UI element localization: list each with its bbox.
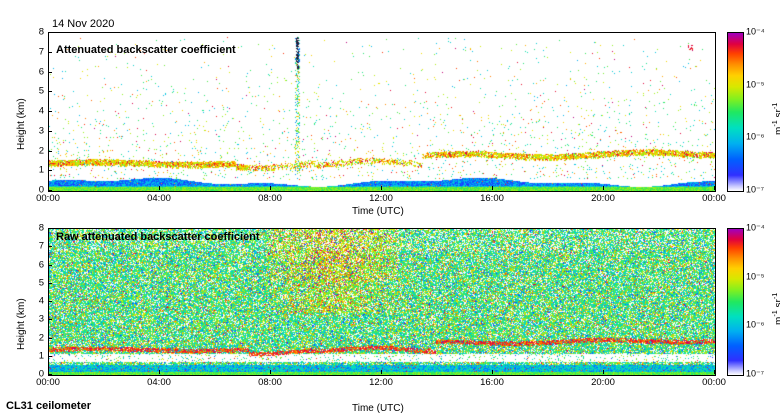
top-x-ticklabel: 00:00 bbox=[702, 193, 726, 204]
bottom-x-tickmark bbox=[603, 370, 604, 374]
top-x-ticklabel: 16:00 bbox=[480, 193, 504, 204]
bottom-y-ticklabel: 7 bbox=[38, 240, 44, 252]
bottom-x-ticklabel: 20:00 bbox=[591, 377, 615, 388]
bottom-colorbar-ticklabel: 10⁻⁴ bbox=[746, 222, 765, 233]
bottom-colorbar-ticklabel: 10⁻⁶ bbox=[746, 319, 765, 330]
bottom-x-ticklabel: 04:00 bbox=[147, 377, 171, 388]
bottom-y-ticklabel: 8 bbox=[38, 222, 44, 234]
top-x-tickmark bbox=[603, 186, 604, 190]
top-y-tickmark bbox=[48, 190, 52, 191]
top-y-axis-label: Height (km) bbox=[16, 98, 27, 150]
top-y-ticklabel: 5 bbox=[38, 85, 44, 97]
top-y-ticklabel: 4 bbox=[38, 105, 44, 117]
top-y-ticklabel: 1 bbox=[38, 164, 44, 176]
top-x-ticklabel: 00:00 bbox=[36, 193, 60, 204]
bottom-y-ticklabel: 3 bbox=[38, 313, 44, 325]
top-heatmap bbox=[49, 33, 715, 191]
top-y-tickmark bbox=[48, 111, 52, 112]
bottom-panel-title: Raw attenuated backscatter coefficient bbox=[56, 231, 260, 243]
bottom-y-ticklabel: 2 bbox=[38, 332, 44, 343]
top-y-tickmark bbox=[48, 150, 52, 152]
top-y-tickmark bbox=[48, 170, 52, 172]
bottom-x-tickmark bbox=[714, 370, 715, 374]
top-colorbar-unit: m-1 sr-1 bbox=[770, 102, 780, 135]
top-colorbar-ticklabel: 10⁻⁴ bbox=[746, 26, 765, 37]
bottom-y-tickmark bbox=[48, 301, 52, 302]
top-x-tickmark bbox=[48, 186, 49, 190]
top-y-ticklabel: 3 bbox=[38, 125, 44, 137]
bottom-x-tickmark bbox=[492, 370, 493, 374]
top-plot-area bbox=[48, 32, 716, 192]
top-colorbar bbox=[727, 32, 744, 192]
top-y-tickmark bbox=[48, 91, 52, 93]
instrument-label: CL31 ceilometer bbox=[6, 400, 91, 412]
top-x-tickmark bbox=[492, 186, 493, 190]
top-x-ticklabel: 04:00 bbox=[147, 193, 171, 204]
top-y-tickmark bbox=[48, 130, 52, 132]
top-panel-title: Attenuated backscatter coefficient bbox=[56, 44, 236, 56]
top-x-tickmark bbox=[159, 186, 160, 190]
bottom-y-ticklabel: 1 bbox=[38, 350, 44, 362]
bottom-x-tickmark bbox=[270, 370, 271, 374]
bottom-x-ticklabel: 00:00 bbox=[36, 377, 60, 388]
bottom-y-ticklabel: 6 bbox=[38, 259, 44, 270]
bottom-y-ticklabel: 0 bbox=[38, 368, 44, 380]
top-y-ticklabel: 6 bbox=[38, 66, 44, 77]
bottom-x-tickmark bbox=[48, 370, 49, 374]
bottom-y-ticklabel: 4 bbox=[38, 295, 44, 307]
top-y-ticklabel: 8 bbox=[38, 26, 44, 38]
date-label: 14 Nov 2020 bbox=[52, 18, 115, 30]
top-x-ticklabel: 12:00 bbox=[369, 193, 393, 204]
bottom-y-ticklabel: 5 bbox=[38, 277, 44, 289]
bottom-y-tickmark bbox=[48, 319, 52, 321]
top-colorbar-ticklabel: 10⁻⁷ bbox=[746, 184, 765, 195]
top-x-tickmark bbox=[714, 186, 715, 190]
bottom-x-ticklabel: 00:00 bbox=[702, 377, 726, 388]
bottom-y-tickmark bbox=[48, 246, 52, 248]
top-x-tickmark bbox=[381, 186, 382, 190]
bottom-x-ticklabel: 08:00 bbox=[258, 377, 282, 388]
bottom-y-tickmark bbox=[48, 374, 52, 375]
top-x-ticklabel: 20:00 bbox=[591, 193, 615, 204]
top-y-tickmark bbox=[48, 71, 52, 73]
bottom-y-tickmark bbox=[48, 337, 52, 339]
top-x-tickmark bbox=[270, 186, 271, 190]
bottom-x-ticklabel: 12:00 bbox=[369, 377, 393, 388]
top-y-tickmark bbox=[48, 32, 52, 33]
top-y-tickmark bbox=[48, 51, 52, 53]
bottom-x-tickmark bbox=[159, 370, 160, 374]
bottom-y-tickmark bbox=[48, 264, 52, 266]
bottom-colorbar-ticklabel: 10⁻⁷ bbox=[746, 368, 765, 379]
bottom-plot-area bbox=[48, 228, 716, 376]
bottom-y-tickmark bbox=[48, 355, 52, 357]
bottom-heatmap bbox=[49, 229, 715, 375]
bottom-y-axis-label: Height (km) bbox=[16, 298, 27, 350]
bottom-y-tickmark bbox=[48, 228, 52, 229]
bottom-x-tickmark bbox=[381, 370, 382, 374]
bottom-x-ticklabel: 16:00 bbox=[480, 377, 504, 388]
bottom-colorbar bbox=[727, 228, 744, 376]
bottom-y-tickmark bbox=[48, 282, 52, 284]
top-colorbar-ticklabel: 10⁻⁶ bbox=[746, 131, 765, 142]
bottom-x-axis-label: Time (UTC) bbox=[352, 403, 404, 414]
top-x-axis-label: Time (UTC) bbox=[352, 206, 404, 217]
bottom-colorbar-ticklabel: 10⁻⁵ bbox=[746, 271, 765, 282]
top-colorbar-ticklabel: 10⁻⁵ bbox=[746, 79, 765, 90]
bottom-colorbar-unit: m-1 sr-1 bbox=[770, 292, 780, 325]
top-y-ticklabel: 7 bbox=[38, 46, 44, 58]
top-y-ticklabel: 2 bbox=[38, 145, 44, 156]
top-y-ticklabel: 0 bbox=[38, 184, 44, 196]
top-x-ticklabel: 08:00 bbox=[258, 193, 282, 204]
